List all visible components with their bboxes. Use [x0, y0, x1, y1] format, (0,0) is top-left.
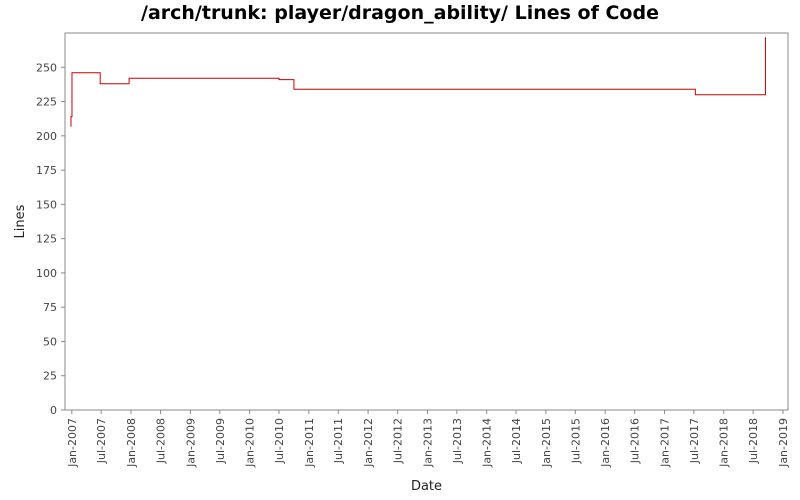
x-tick-label: Jul-2007: [95, 418, 108, 464]
y-tick-label: 250: [36, 61, 57, 74]
x-tick-label: Jul-2011: [332, 418, 345, 464]
y-tick-label: 100: [36, 267, 57, 280]
y-tick-label: 200: [36, 130, 57, 143]
x-tick-label: Jan-2011: [303, 418, 316, 468]
y-tick-label: 0: [50, 404, 57, 417]
y-tick-label: 225: [36, 96, 57, 109]
x-tick-label: Jul-2010: [273, 418, 286, 464]
y-axis-title: Lines: [13, 204, 28, 238]
x-tick-label: Jan-2016: [599, 418, 612, 468]
y-tick-label: 25: [43, 370, 57, 383]
x-tick-label: Jan-2010: [244, 418, 257, 468]
x-tick-label: Jan-2012: [362, 418, 375, 468]
x-tick-label: Jan-2018: [718, 418, 731, 468]
x-axis-title: Date: [411, 479, 442, 494]
axes: 0 25 50 75 100 125 150 175 200 225 250 Jan-2007 Jul-…: [36, 32, 790, 468]
x-tick-label: Jan-2013: [421, 418, 434, 468]
x-tick-label: Jul-2014: [510, 418, 523, 464]
x-tick-label: Jan-2017: [659, 418, 672, 468]
x-tick-label: Jan-2019: [777, 418, 790, 468]
x-tick-label: Jan-2014: [481, 418, 494, 468]
x-tick-label: Jul-2017: [688, 418, 701, 464]
x-tick-label: Jul-2012: [392, 418, 405, 464]
x-tick-label: Jul-2009: [214, 418, 227, 464]
x-tick-label: Jul-2008: [155, 418, 168, 464]
y-tick-label: 175: [36, 164, 57, 177]
series-line: [70, 37, 766, 127]
x-tick-label: Jul-2013: [451, 418, 464, 464]
y-tick-label: 50: [43, 335, 57, 348]
y-tick-label: 125: [36, 233, 57, 246]
x-tick-label: Jan-2009: [184, 418, 197, 468]
x-tick-label: Jul-2018: [747, 418, 760, 464]
y-tick-label: 150: [36, 198, 57, 211]
x-tick-label: Jul-2015: [569, 418, 582, 464]
x-tick-label: Jan-2007: [66, 418, 79, 468]
x-tick-label: Jan-2015: [540, 418, 553, 468]
x-tick-label: Jan-2008: [125, 418, 138, 468]
chart-title: /arch/trunk: player/dragon_ability/ Line…: [141, 2, 659, 24]
x-tick-label: Jul-2016: [629, 418, 642, 464]
y-tick-label: 75: [43, 301, 57, 314]
plot-area: [64, 32, 789, 411]
series-group: [70, 37, 766, 127]
